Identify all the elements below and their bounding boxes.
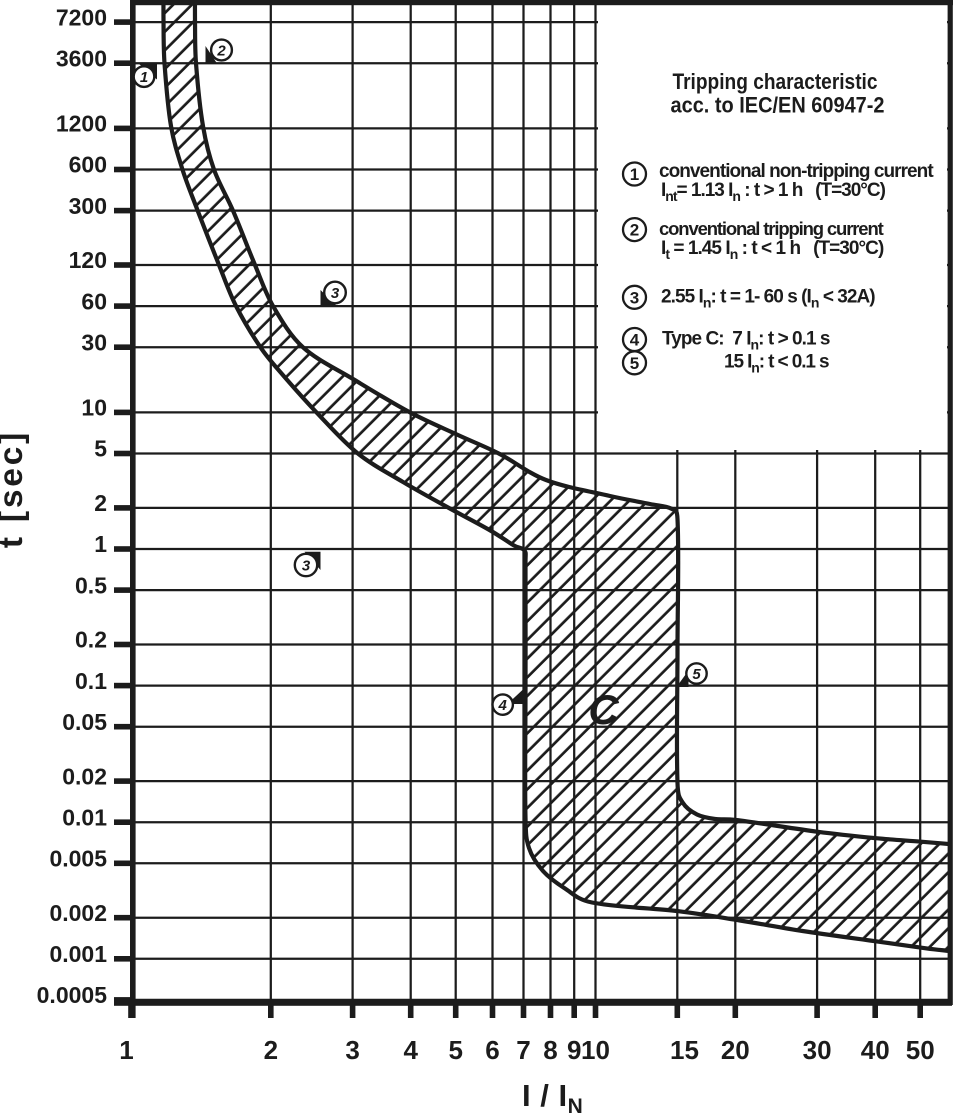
svg-text:7200: 7200	[56, 4, 107, 30]
svg-text:1: 1	[630, 165, 639, 184]
svg-text:0.05: 0.05	[62, 709, 107, 735]
svg-text:1: 1	[94, 531, 107, 557]
svg-text:0.1: 0.1	[75, 668, 107, 694]
svg-text:0.01: 0.01	[62, 804, 107, 830]
svg-text:conventional tripping current: conventional tripping current	[659, 218, 884, 239]
svg-text:30: 30	[803, 1035, 832, 1065]
svg-text:2: 2	[630, 221, 639, 240]
svg-text:1200: 1200	[56, 111, 107, 137]
svg-text:4: 4	[498, 697, 508, 714]
svg-text:15 In: t < 0.1 s: 15 In: t < 0.1 s	[724, 352, 829, 376]
svg-text:Tripping characteristic: Tripping characteristic	[673, 69, 878, 94]
svg-text:600: 600	[69, 152, 107, 178]
svg-text:0.2: 0.2	[75, 627, 107, 653]
svg-text:It = 1.45 In : t < 1 h (T=30: It = 1.45 In : t < 1 h (T=30°C)	[661, 238, 884, 262]
svg-text:50: 50	[906, 1035, 935, 1065]
svg-text:Int= 1.13 In : t > 1 h (T=30: Int= 1.13 In : t > 1 h (T=30°C)	[661, 180, 886, 204]
svg-text:acc. to IEC/EN 60947-2: acc. to IEC/EN 60947-2	[671, 93, 885, 118]
svg-text:30: 30	[81, 329, 107, 355]
svg-text:3: 3	[630, 288, 639, 307]
svg-text:20: 20	[721, 1035, 750, 1065]
svg-text:5: 5	[94, 436, 107, 462]
svg-text:120: 120	[69, 247, 107, 273]
svg-text:4: 4	[630, 331, 640, 350]
svg-text:0.0005: 0.0005	[37, 982, 108, 1008]
svg-text:1: 1	[119, 1035, 133, 1065]
svg-text:1: 1	[140, 69, 148, 86]
svg-text:10: 10	[581, 1035, 610, 1065]
svg-text:conventional non-tripping curr: conventional non-tripping current	[659, 161, 934, 182]
svg-text:5: 5	[448, 1035, 462, 1065]
svg-text:7: 7	[516, 1035, 530, 1065]
svg-text:4: 4	[403, 1035, 418, 1065]
svg-text:2: 2	[264, 1035, 278, 1065]
svg-text:0.005: 0.005	[49, 846, 107, 872]
svg-text:3: 3	[345, 1035, 359, 1065]
svg-text:3: 3	[331, 285, 340, 302]
svg-text:2.55 In: t = 1- 60 s (In < 32A: 2.55 In: t = 1- 60 s (In < 32A)	[661, 287, 875, 311]
svg-text:300: 300	[69, 193, 107, 219]
svg-text:C: C	[588, 686, 619, 733]
svg-text:3600: 3600	[56, 45, 107, 71]
svg-text:6: 6	[485, 1035, 499, 1065]
svg-text:2: 2	[94, 490, 107, 516]
svg-text:60: 60	[81, 288, 107, 314]
svg-text:8: 8	[543, 1035, 557, 1065]
svg-text:5: 5	[692, 666, 701, 683]
svg-text:5: 5	[630, 354, 639, 373]
svg-text:2: 2	[216, 42, 226, 59]
svg-text:10: 10	[81, 395, 107, 421]
svg-text:0.5: 0.5	[75, 572, 107, 598]
svg-text:0.02: 0.02	[62, 763, 107, 789]
svg-text:3: 3	[302, 557, 311, 574]
svg-text:t [sec]: t [sec]	[0, 430, 30, 548]
svg-text:Type C: 7 In: t > 0.1 s: Type C: 7 In: t > 0.1 s	[662, 329, 830, 353]
svg-text:9: 9	[567, 1035, 581, 1065]
svg-text:0.001: 0.001	[49, 941, 107, 967]
svg-text:0.002: 0.002	[49, 900, 107, 926]
svg-text:15: 15	[670, 1035, 699, 1065]
svg-text:40: 40	[861, 1035, 890, 1065]
